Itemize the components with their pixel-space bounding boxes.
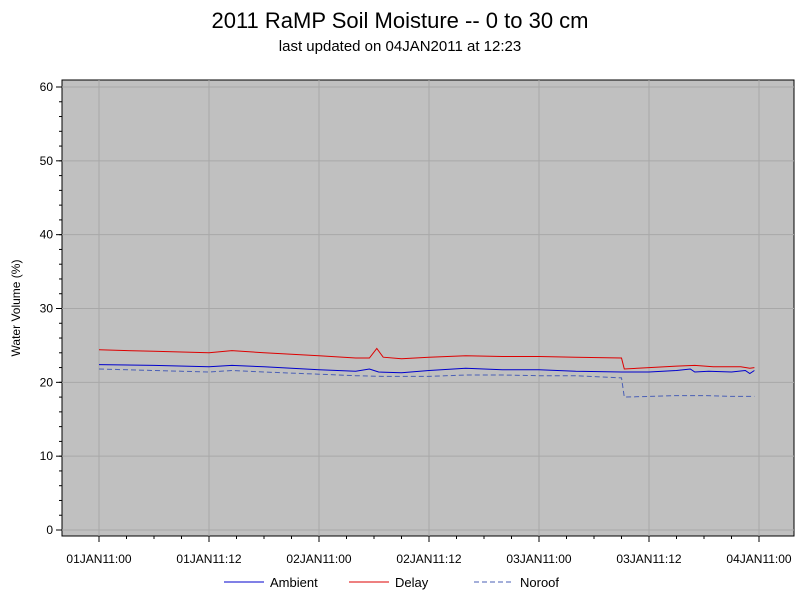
x-axis: 01JAN11:00 01JAN11:12 02JAN11:00 02JAN11:12… — [66, 536, 792, 566]
x-tick-label: 02JAN11:00 — [286, 552, 351, 566]
y-axis: 0 10 20 30 40 50 60 — [40, 80, 62, 537]
series-line-ambient — [98, 364, 755, 375]
series-group — [98, 347, 755, 398]
x-tick-label: 03JAN11:00 — [506, 552, 571, 566]
y-tick-label: 40 — [40, 228, 54, 242]
y-tick-label: 30 — [40, 302, 54, 316]
y-axis-label: Water Volume (%) — [9, 260, 23, 357]
series-line-noroof — [98, 368, 755, 398]
legend-label-noroof: Noroof — [520, 575, 559, 590]
y-tick-label: 0 — [46, 523, 53, 537]
y-tick-label: 20 — [40, 375, 54, 389]
y-tick-label: 10 — [40, 449, 54, 463]
series-line-delay — [98, 347, 755, 370]
legend: Ambient Delay Noroof — [224, 575, 559, 590]
x-tick-label: 01JAN11:12 — [176, 552, 241, 566]
x-tick-label: 01JAN11:00 — [66, 552, 131, 566]
x-tick-label: 04JAN11:00 — [726, 552, 791, 566]
x-tick-label: 02JAN11:12 — [396, 552, 461, 566]
legend-label-delay: Delay — [395, 575, 429, 590]
x-tick-label: 03JAN11:12 — [616, 552, 681, 566]
chart-title: 2011 RaMP Soil Moisture -- 0 to 30 cm — [211, 8, 588, 33]
legend-label-ambient: Ambient — [270, 575, 318, 590]
chart-subtitle: last updated on 04JAN2011 at 12:23 — [279, 38, 521, 55]
y-tick-label: 60 — [40, 80, 54, 94]
y-tick-label: 50 — [40, 154, 54, 168]
gridlines — [62, 80, 794, 536]
